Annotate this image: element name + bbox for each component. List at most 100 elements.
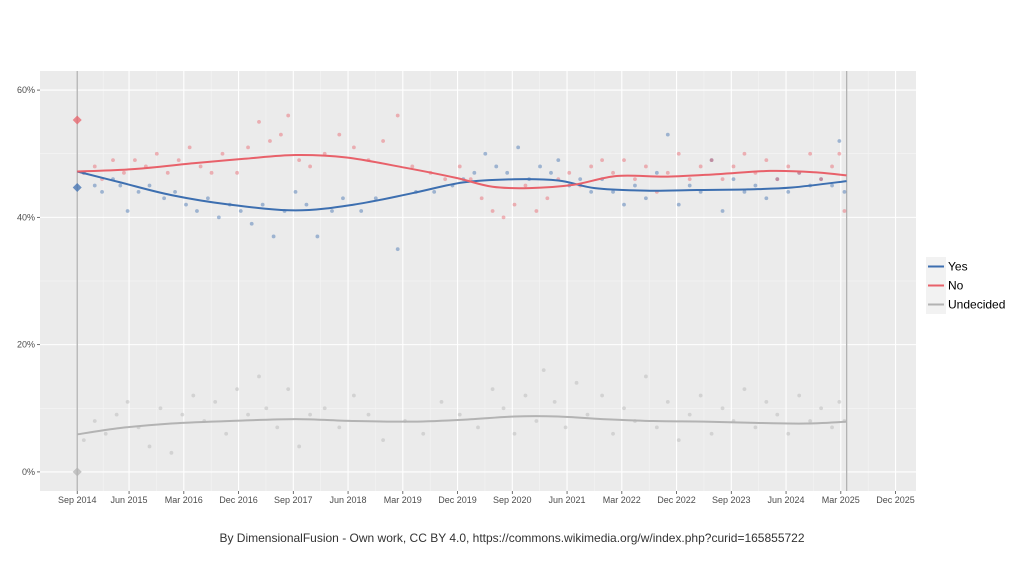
point-no [742, 151, 747, 156]
point-yes [432, 190, 437, 194]
point-no [534, 209, 539, 213]
point-no [501, 215, 506, 220]
point-yes [753, 183, 758, 188]
point-yes [775, 177, 780, 182]
legend: Yes No Undecided [926, 257, 1005, 314]
point-undecided [600, 393, 604, 398]
x-tick-label: Jun 2024 [768, 495, 805, 505]
point-undecided [698, 393, 703, 398]
point-no [308, 164, 312, 169]
point-undecided [753, 425, 758, 430]
point-yes [206, 196, 210, 201]
point-yes [494, 164, 499, 169]
point-undecided [421, 431, 426, 436]
point-no [279, 132, 283, 137]
point-undecided [764, 400, 769, 404]
y-tick-label: 0% [22, 467, 35, 477]
point-no [154, 151, 159, 156]
point-undecided [81, 438, 86, 442]
point-yes [125, 209, 130, 213]
point-yes [271, 234, 276, 239]
point-yes [516, 145, 521, 150]
point-yes [676, 202, 681, 207]
point-yes [622, 202, 626, 207]
point-yes [549, 170, 553, 175]
point-yes [373, 196, 378, 201]
trend-line-undecided [77, 415, 847, 436]
point-no [731, 164, 736, 169]
point-yes [184, 202, 188, 207]
point-no [268, 139, 272, 143]
period-boundary-lines [76, 71, 848, 491]
point-undecided [501, 406, 506, 411]
point-yes [611, 190, 615, 194]
x-tick-label: Dec 2025 [876, 495, 915, 505]
point-no [246, 145, 250, 150]
point-yes [819, 177, 823, 182]
point-no [286, 113, 291, 118]
point-undecided [654, 425, 659, 430]
point-no [819, 177, 823, 182]
point-no [545, 196, 550, 201]
x-axis: Sep 2014 Jun 2015 Mar 2016 Dec 2016 Sep 2017… [58, 491, 915, 505]
point-undecided [169, 450, 174, 455]
point-no [786, 164, 791, 169]
x-tick-label: Dec 2019 [438, 495, 477, 505]
point-undecided [275, 425, 280, 430]
point-undecided [552, 400, 557, 404]
point-no [92, 164, 97, 169]
point-undecided [665, 400, 670, 404]
point-no [395, 113, 400, 118]
point-undecided [286, 387, 291, 392]
referendum-marker-yes [72, 182, 82, 192]
point-yes [556, 158, 561, 162]
point-undecided [125, 400, 130, 404]
point-undecided [366, 412, 371, 417]
point-no [209, 170, 214, 175]
x-tick-label: Sep 2017 [274, 495, 313, 505]
point-yes [359, 209, 364, 213]
point-yes [304, 202, 309, 207]
point-undecided [297, 444, 302, 449]
point-no [842, 209, 847, 213]
point-undecided [720, 406, 725, 411]
point-no [257, 120, 261, 124]
point-undecided [541, 368, 546, 372]
point-yes [147, 183, 152, 188]
point-yes [687, 183, 692, 188]
point-yes [505, 170, 510, 175]
point-undecided [611, 431, 615, 436]
point-yes [709, 158, 714, 162]
point-undecided [224, 431, 229, 436]
point-no [337, 132, 342, 137]
x-tick-label: Mar 2022 [603, 495, 641, 505]
point-undecided [644, 374, 648, 379]
point-yes [162, 196, 167, 201]
legend-label-yes: Yes [948, 260, 968, 274]
point-undecided [819, 406, 823, 411]
y-axis: 0% 20% 40% 60% [17, 85, 40, 477]
point-undecided [103, 431, 108, 436]
point-no [111, 158, 115, 162]
point-undecided [622, 406, 626, 411]
y-tick-label: 40% [17, 212, 35, 222]
point-no [567, 170, 572, 175]
point-no [622, 158, 626, 162]
point-yes [644, 196, 648, 201]
point-yes [249, 221, 254, 226]
point-no [512, 202, 517, 207]
point-no [764, 158, 769, 162]
point-undecided [476, 425, 480, 430]
y-tick-label: 60% [17, 85, 35, 95]
point-undecided [512, 431, 517, 436]
x-tick-label: Sep 2023 [712, 495, 751, 505]
x-tick-label: Mar 2019 [384, 495, 422, 505]
point-yes [483, 151, 488, 156]
point-yes [472, 170, 477, 175]
point-no [410, 164, 415, 169]
point-yes [216, 215, 221, 220]
point-yes [837, 139, 842, 143]
point-undecided [523, 393, 528, 398]
point-yes [842, 190, 847, 194]
trend-line-no [77, 153, 847, 190]
